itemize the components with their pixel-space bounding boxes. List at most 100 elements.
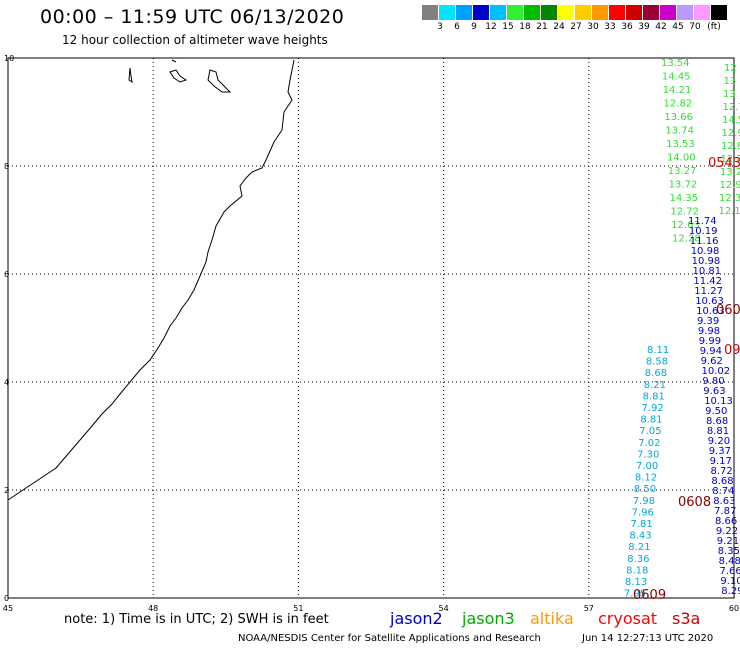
- x-axis-label: 48: [148, 604, 158, 613]
- scale-tick-label: 36: [621, 22, 633, 32]
- track-value-altika-lightblue: 7.30: [637, 449, 659, 460]
- x-axis-label: 51: [293, 604, 303, 613]
- scale-swatch: [643, 5, 659, 20]
- scale-tick-label: 33: [604, 22, 616, 32]
- track-value-jason2-blue: 10.13: [704, 396, 733, 407]
- scale-tick-label: 18: [519, 22, 531, 32]
- scale-tick-label: 21: [536, 22, 548, 32]
- track-value-jason2-blue: 9.80: [702, 376, 724, 387]
- track-value-jason2-blue: 10.98: [692, 256, 721, 267]
- scale-tick-label: 42: [655, 22, 667, 32]
- satellite-s3a: s3a: [672, 609, 701, 628]
- pass-time-label: 0609: [633, 588, 666, 603]
- track-value-jason2-blue: 8.48: [719, 556, 740, 567]
- footer-timestamp: Jun 14 12:27:13 UTC 2020: [582, 633, 714, 644]
- track-value-jason3-green: 13.27: [668, 166, 697, 177]
- track-value-jason3-green: 12.72: [670, 207, 699, 218]
- scale-swatch: [439, 5, 455, 20]
- track-value-jason2-blue: 9.21: [717, 536, 739, 547]
- track-value-jason2-blue: 8.81: [707, 426, 729, 437]
- track-value-jason2-blue: 9.50: [705, 406, 727, 417]
- track-value-altika-lightblue: 8.11: [647, 345, 669, 356]
- scale-unit: (ft): [707, 22, 721, 32]
- y-axis-label: 8: [4, 162, 9, 171]
- scale-swatch: [609, 5, 625, 20]
- coastline: [7, 59, 295, 501]
- scale-swatch: [575, 5, 591, 20]
- scale-tick-label: 39: [638, 22, 650, 32]
- track-value-altika-lightblue: 8.43: [629, 531, 651, 542]
- track-value-altika-lightblue: 8.50: [634, 484, 656, 495]
- scale-swatch: [456, 5, 472, 20]
- track-value-jason3-green: 13.72: [669, 180, 698, 191]
- track-value-jason2-blue: 9.39: [697, 316, 719, 327]
- footer-credit: NOAA/NESDIS Center for Satellite Applica…: [238, 633, 541, 644]
- pass-time-label: 09: [724, 343, 740, 358]
- x-axis-label: 54: [439, 604, 449, 613]
- track-value-jason2-blue: 11.42: [693, 276, 722, 287]
- track-value-jason3-green-right: 12: [724, 63, 737, 74]
- track-value-jason2-blue: 10.63: [696, 306, 725, 317]
- scale-tick-label: 6: [454, 22, 460, 32]
- track-value-jason3-green: 13.66: [664, 112, 693, 123]
- scale-tick-label: 30: [587, 22, 599, 32]
- scale-swatch: [711, 5, 727, 20]
- track-value-jason3-green-right: 14.5: [722, 115, 740, 126]
- satellite-jason3: jason3: [462, 609, 515, 628]
- track-value-altika-lightblue: 7.81: [631, 519, 653, 530]
- track-value-jason3-green: 13.74: [665, 126, 694, 137]
- track-value-jason2-blue: 8.72: [711, 466, 733, 477]
- track-value-altika-lightblue: 7.95: [624, 589, 646, 600]
- track-value-altika-lightblue: 8.21: [628, 542, 650, 553]
- scale-tick-label: 3: [437, 22, 443, 32]
- scale-swatch: [660, 5, 676, 20]
- x-axis-label: 45: [3, 604, 13, 613]
- track-value-jason2-blue: 10.63: [695, 296, 724, 307]
- track-value-altika-lightblue: 8.81: [643, 391, 665, 402]
- track-value-altika-lightblue: 8.81: [640, 415, 662, 426]
- scale-tick-label: 15: [502, 22, 514, 32]
- track-value-jason3-green: 14.21: [663, 85, 692, 96]
- track-value-jason2-blue: 8.66: [715, 516, 737, 527]
- track-value-jason2-blue: 9.37: [709, 446, 731, 457]
- track-value-jason2-blue: 9.22: [716, 526, 738, 537]
- y-axis-label: 6: [4, 270, 9, 279]
- scale-swatch: [422, 5, 438, 20]
- track-value-jason2-blue: 10.98: [691, 246, 720, 257]
- track-value-altika-lightblue: 8.36: [627, 554, 649, 565]
- track-value-altika-lightblue: 7.05: [639, 426, 661, 437]
- scale-swatch: [507, 5, 523, 20]
- track-value-altika-lightblue: 7.92: [642, 403, 664, 414]
- scale-swatch: [626, 5, 642, 20]
- scale-swatch: [541, 5, 557, 20]
- track-value-jason3-green: 12.28: [672, 234, 701, 245]
- pass-time-label: 0543: [708, 156, 740, 171]
- satellite-jason2: jason2: [390, 609, 443, 628]
- track-value-altika-lightblue: 7.00: [636, 461, 658, 472]
- track-value-jason2-blue: 9.62: [701, 356, 723, 367]
- track-value-altika-lightblue: 7.98: [633, 496, 655, 507]
- track-value-jason2-blue: 11.74: [688, 216, 717, 227]
- satellite-altika: altika: [530, 609, 574, 628]
- y-axis-label: 10: [4, 54, 14, 63]
- scale-swatch: [677, 5, 693, 20]
- scale-tick-label: 12: [485, 22, 497, 32]
- islands: [128, 59, 232, 93]
- track-value-altika-lightblue: 8.12: [635, 473, 657, 484]
- track-value-altika-lightblue: 8.58: [646, 357, 668, 368]
- pass-time-label: 060: [716, 303, 740, 318]
- y-axis-label: 2: [4, 486, 9, 495]
- legend-note: note: 1) Time is in UTC; 2) SWH is in fe…: [64, 612, 329, 627]
- map-title: 00:00 – 11:59 UTC 06/13/2020: [40, 6, 345, 28]
- track-value-jason2-blue: 10.02: [702, 366, 731, 377]
- track-value-jason2-blue: 9.98: [698, 326, 720, 337]
- track-value-jason3-green-right: 12.9: [722, 128, 740, 139]
- track-value-altika-lightblue: 8.21: [644, 380, 666, 391]
- track-value-jason3-green-right: 13: [724, 76, 737, 87]
- map-frame: [7, 57, 735, 599]
- track-value-altika-lightblue: 7.02: [638, 438, 660, 449]
- track-value-altika-lightblue: 8.18: [626, 565, 648, 576]
- track-value-jason2-blue: 9.94: [700, 346, 722, 357]
- track-value-jason2-blue: 9.17: [710, 456, 732, 467]
